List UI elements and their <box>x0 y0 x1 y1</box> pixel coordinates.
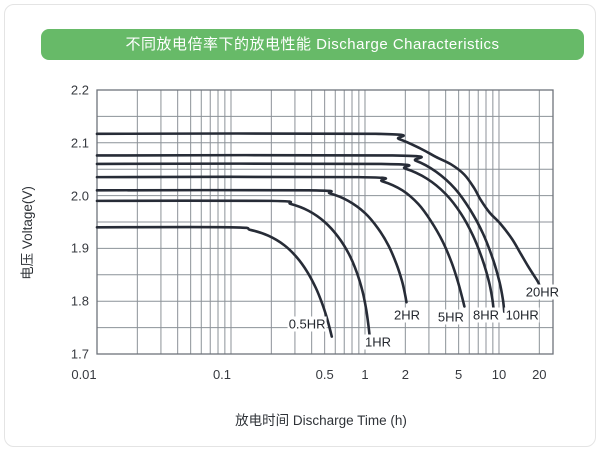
x-tick-label: 20 <box>532 367 547 382</box>
y-tick-label: 1.7 <box>70 346 89 362</box>
x-tick-label: 0.1 <box>212 367 232 382</box>
plot-border <box>96 89 554 355</box>
y-axis-title: 电压 Voltage(V) <box>20 186 35 280</box>
discharge-chart: 电压 Voltage(V) 放电时间 Discharge Time (h) 2.… <box>5 5 595 446</box>
curve-label-5hr: 5HR <box>436 309 465 325</box>
curve-0.5hr <box>95 225 334 338</box>
curve-label-2hr: 2HR <box>393 307 422 323</box>
x-tick-label: 5 <box>455 367 463 382</box>
curve-5hr <box>95 175 466 308</box>
y-tick-label: 2.0 <box>70 188 89 204</box>
y-tick-label: 1.9 <box>70 240 89 256</box>
x-tick-label: 0.5 <box>315 367 334 382</box>
curve-2hr <box>95 188 408 304</box>
curve-20hr <box>95 132 543 291</box>
x-tick-label: 2 <box>401 367 409 382</box>
plot-canvas <box>95 89 554 355</box>
curve-label-1hr: 1HR <box>363 334 392 350</box>
x-tick-label: 0.01 <box>71 367 97 382</box>
y-tick-label: 2.1 <box>70 135 89 151</box>
x-tick-label: 10 <box>491 367 507 382</box>
curve-1hr <box>95 199 371 336</box>
curve-label-8hr: 8HR <box>471 307 500 323</box>
curve-label-0.5hr: 0.5HR <box>287 316 327 332</box>
y-tick-label: 2.2 <box>70 82 89 98</box>
curve-10hr <box>95 153 506 314</box>
x-tick-label: 1 <box>361 367 369 382</box>
card: 不同放电倍率下的放电性能 Discharge Characteristics 电… <box>4 4 596 447</box>
y-tick-label: 1.8 <box>70 293 89 309</box>
curve-8hr <box>95 162 495 310</box>
x-axis-title: 放电时间 Discharge Time (h) <box>235 413 407 428</box>
chart-title: 不同放电倍率下的放电性能 Discharge Characteristics <box>125 36 500 53</box>
curve-label-10hr: 10HR <box>504 307 540 323</box>
chart-title-bar: 不同放电倍率下的放电性能 Discharge Characteristics <box>41 29 584 60</box>
curve-label-20hr: 20HR <box>524 284 561 300</box>
